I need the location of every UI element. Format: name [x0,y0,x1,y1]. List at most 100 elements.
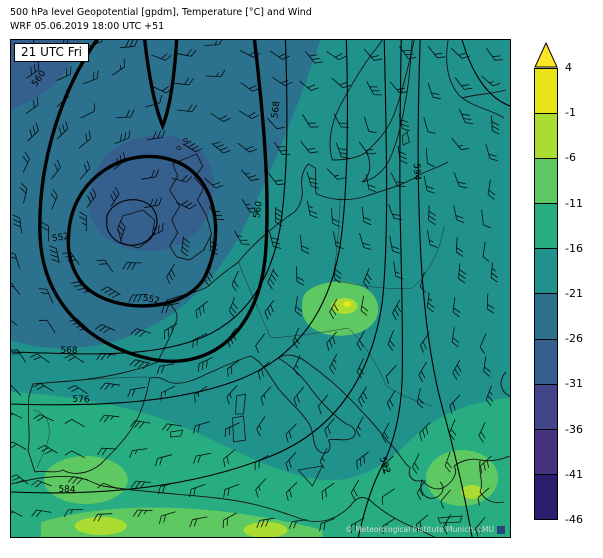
contour-552-thick [66,154,218,308]
wind-barb [302,114,319,128]
wind-barb [144,197,162,209]
wind-barb [329,354,338,375]
wind-barb [306,200,318,219]
temp-fill-africa-spot1 [74,517,127,535]
colorbar-band [535,428,557,474]
wind-barb [481,209,491,229]
wind-barb [11,384,22,396]
wind-barb [285,452,297,472]
wind-barb [26,61,40,79]
wind-barb [111,58,125,76]
wind-barb [62,252,80,265]
wind-barb [490,262,499,283]
colorbar-bands [534,68,558,520]
wind-barb [12,214,22,234]
wind-barb [189,484,206,498]
wind-barb [67,385,88,395]
wind-barb [486,293,495,314]
coastline-gotland [401,131,410,146]
wind-barb [267,268,279,290]
coastline-sweden-east [361,40,413,183]
wind-barb [318,394,329,414]
wind-barb [145,95,163,108]
wind-barb [161,423,183,431]
wind-barb [116,220,126,242]
wind-barb [458,263,467,284]
wind-barb [359,232,372,250]
wind-barb [386,390,396,411]
valid-time-stamp: 21 UTC Fri [14,43,89,62]
wind-barb [152,86,173,94]
wind-barb [267,172,286,186]
wind-barb [226,385,238,405]
wind-barb [222,512,237,529]
wind-barb [141,169,160,180]
wind-barb [389,236,401,254]
wind-barb [147,130,166,141]
coastline-adriatic [278,354,389,443]
colorbar-tick-label: -36 [565,422,583,436]
wind-barb [240,82,261,92]
wind-barb [148,222,164,238]
coastline-crete [437,515,463,524]
wind-barb [288,519,308,530]
wind-barb [423,175,435,194]
colorbar-tick-label: -21 [565,287,583,300]
wind-barb [294,296,303,317]
wind-barb [274,207,283,227]
wind-barb [195,300,209,319]
contour-548 [106,199,158,246]
wind-barb [210,113,231,122]
colorbar-tick-label: -6 [565,151,576,165]
wind-barb [129,420,151,429]
wind-barb [356,358,365,379]
wind-barb [273,141,291,155]
wind-barb [173,77,194,86]
contour-label: 568 [60,346,78,357]
contour-label: 594 [411,163,422,181]
coastline-corsica [235,393,246,415]
wind-barb [329,298,339,320]
contour-592 [357,40,404,537]
wind-barb [224,422,240,437]
wind-barb [237,142,258,153]
wind-barb [51,159,61,180]
lmu-logo [497,525,505,534]
colorbar-tick-label: -41 [565,467,583,481]
contour-560-notch [143,40,179,131]
wind-barb [204,40,223,46]
wind-barb [382,517,396,534]
geopotential-contours-thin [11,40,510,537]
wind-barb [205,69,226,77]
wind-barb [266,117,285,130]
border-line [332,279,413,289]
coastline-scottish-isle [176,146,182,151]
wind-barb [256,416,266,437]
wind-barb [398,45,417,59]
wind-barb [296,266,305,286]
coastline-scottish-isle [183,138,189,143]
wind-barb [319,518,336,532]
copyright-note: © Meteorological Institute Munich, LMU [345,525,505,534]
wind-barb [97,447,117,456]
contour-label: 552 [142,293,161,306]
colorbar-band [535,338,557,384]
wind-barb [171,174,193,183]
wind-barb [255,478,267,498]
figure-title: 500 hPa level Geopotential [gpdm], Tempe… [10,7,312,18]
colorbar-band [535,248,557,294]
wind-barb [264,299,275,320]
wind-barb [231,270,239,292]
wind-barb [440,489,451,509]
wind-barb [420,332,430,353]
country-borders [32,197,445,469]
wind-barb [358,386,368,407]
wind-barb [223,449,236,467]
copyright-text: © Meteorological Institute Munich, LMU [345,525,494,534]
wind-barb [448,419,457,440]
wind-barb [159,511,176,524]
wind-barb [272,77,293,87]
wind-barb [204,265,214,287]
wind-barb [332,231,344,250]
